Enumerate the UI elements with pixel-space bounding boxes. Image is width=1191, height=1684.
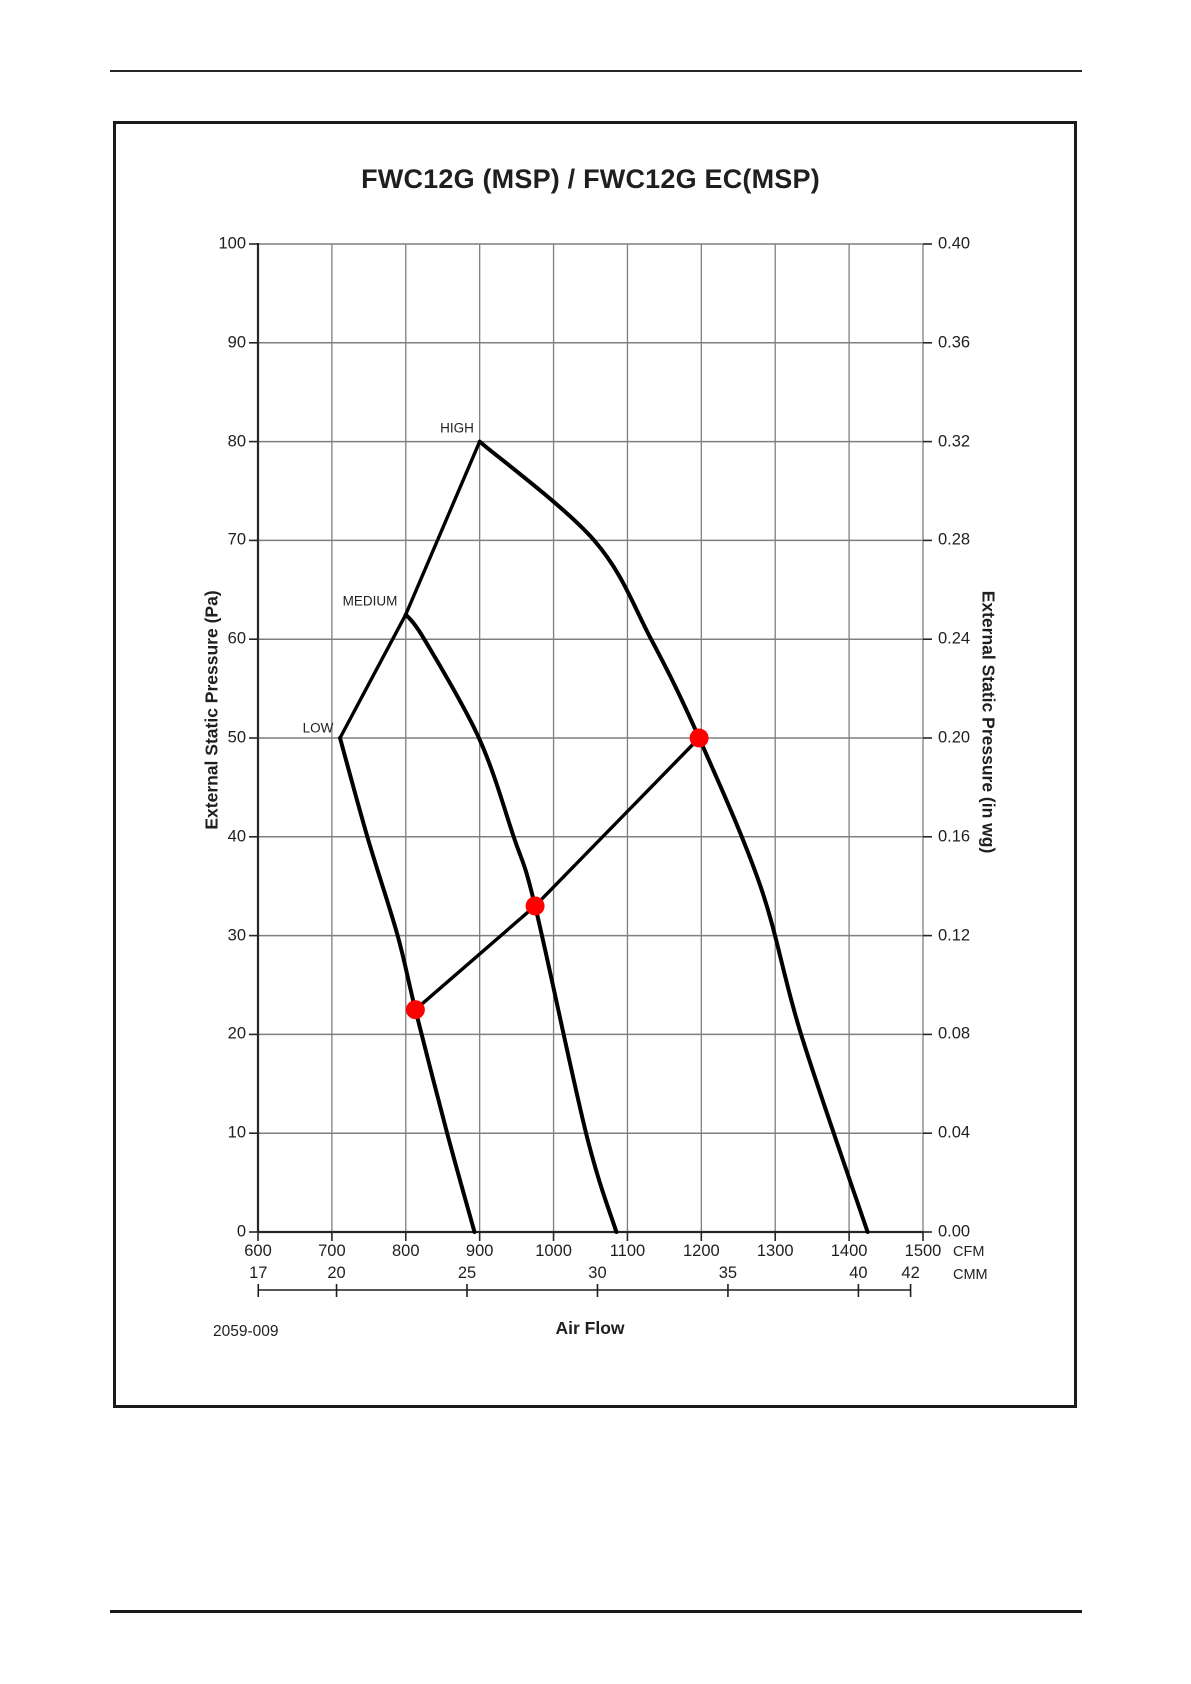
y-axis-left-tick-label: 10 xyxy=(227,1123,246,1142)
x-axis-cfm-tick-label: 1200 xyxy=(682,1242,720,1260)
page-top-rule xyxy=(110,70,1082,72)
series-curve-low xyxy=(338,736,477,1234)
x-axis-primary-unit: CFM xyxy=(953,1244,985,1260)
y-axis-right-tick-label: 0.04 xyxy=(938,1123,971,1142)
series-curve-operating-line xyxy=(413,736,701,1012)
y-axis-right-tick-label: 0.32 xyxy=(938,432,971,451)
x-axis-cmm-tick-label: 42 xyxy=(901,1264,920,1282)
series-curve-high xyxy=(477,439,870,1234)
x-axis-cmm-tick-label: 30 xyxy=(588,1264,607,1282)
y-axis-left-tick-label: 80 xyxy=(227,432,246,451)
operating-point xyxy=(525,896,545,916)
series-label-low: LOW xyxy=(302,720,334,736)
x-axis-cfm-tick-label: 1300 xyxy=(756,1242,794,1260)
x-axis-cmm-tick-label: 20 xyxy=(327,1264,346,1282)
y-axis-left-tick-label: 60 xyxy=(227,629,246,648)
x-axis-cmm-tick-label: 25 xyxy=(457,1264,477,1282)
x-axis-title: Air Flow xyxy=(555,1318,625,1338)
figure-footnote: 2059-009 xyxy=(213,1323,279,1340)
y-axis-right-tick-label: 0.16 xyxy=(938,827,971,846)
y-axis-left-tick-label: 0 xyxy=(236,1222,246,1241)
y-axis-left-tick-label: 100 xyxy=(218,234,246,253)
series-curve-medium xyxy=(403,612,619,1234)
x-axis-cmm-tick-label: 17 xyxy=(249,1264,268,1282)
y-axis-left-title: External Static Pressure (Pa) xyxy=(201,590,222,830)
series-curve-speed-envelope xyxy=(338,439,482,740)
series-label-high: HIGH xyxy=(440,420,474,436)
operating-point xyxy=(689,728,709,748)
y-axis-right-tick-label: 0.40 xyxy=(938,234,971,253)
x-axis-cfm-tick-label: 1100 xyxy=(609,1242,646,1260)
x-axis-cmm-tick-label: 40 xyxy=(849,1264,868,1282)
y-axis-left-tick-label: 70 xyxy=(227,530,246,549)
series-label-medium: MEDIUM xyxy=(342,593,398,609)
y-axis-right-tick-label: 0.36 xyxy=(938,333,971,352)
x-axis-cmm-tick-label: 35 xyxy=(718,1264,738,1282)
x-axis-cfm-tick-label: 700 xyxy=(318,1242,346,1260)
y-axis-right-tick-label: 0.20 xyxy=(938,728,971,747)
x-axis-cfm-tick-label: 600 xyxy=(244,1242,272,1260)
y-axis-right-tick-label: 0.08 xyxy=(938,1024,971,1043)
operating-point xyxy=(405,1000,425,1020)
y-axis-right-tick-label: 0.00 xyxy=(938,1222,971,1241)
page-bottom-rule xyxy=(110,1610,1082,1613)
y-axis-right-tick-label: 0.12 xyxy=(938,926,971,945)
y-axis-right-title: External Static Pressure (in wg) xyxy=(978,590,999,854)
x-axis-secondary-unit: CMM xyxy=(953,1267,988,1283)
y-axis-left-tick-label: 20 xyxy=(227,1024,246,1043)
y-axis-left-tick-label: 30 xyxy=(227,926,246,945)
x-axis-cfm-tick-label: 800 xyxy=(392,1242,420,1260)
y-axis-left-tick-label: 40 xyxy=(227,827,246,846)
y-axis-right-tick-label: 0.28 xyxy=(938,530,971,549)
figure-border-box xyxy=(113,121,1077,1408)
x-axis-cfm-tick-label: 1000 xyxy=(535,1242,572,1260)
x-axis-cfm-tick-label: 1500 xyxy=(904,1242,942,1260)
x-axis-cfm-tick-label: 1400 xyxy=(830,1242,868,1260)
chart-title: FWC12G (MSP) / FWC12G EC(MSP) xyxy=(361,164,820,194)
x-axis-cfm-tick-label: 900 xyxy=(465,1242,494,1260)
y-axis-left-tick-label: 50 xyxy=(227,728,246,747)
y-axis-left-tick-label: 90 xyxy=(227,333,246,352)
y-axis-right-tick-label: 0.24 xyxy=(938,629,971,648)
